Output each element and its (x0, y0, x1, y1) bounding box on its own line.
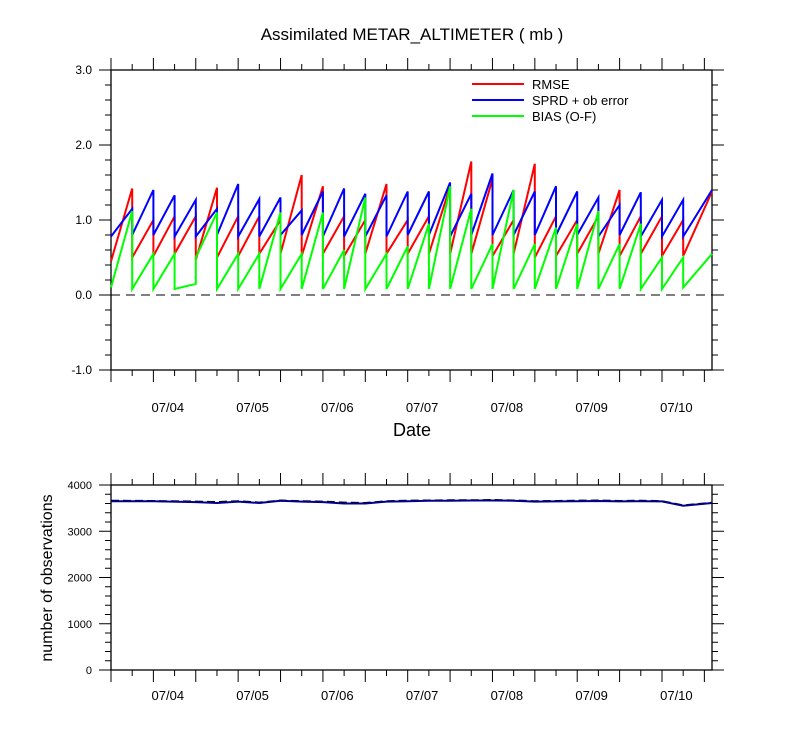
y-axis-label: number of observations (39, 494, 56, 661)
plot-frame (110, 484, 713, 671)
legend-label: SPRD + ob error (532, 93, 629, 108)
x-tick-label: 07/06 (321, 400, 354, 415)
y-tick-label: -1.0 (71, 363, 92, 377)
x-tick-label: 07/08 (491, 400, 524, 415)
x-tick-label: 07/05 (236, 400, 269, 415)
y-tick-label: 0.0 (75, 288, 92, 302)
series-line (111, 499, 713, 507)
x-tick-label: 07/09 (575, 688, 608, 703)
x-tick-label: 07/04 (152, 400, 185, 415)
x-tick-label: 07/09 (575, 400, 608, 415)
y-tick-label: 1000 (68, 619, 92, 631)
y-tick-label: 4000 (68, 480, 92, 492)
chart-title: Assimilated METAR_ALTIMETER ( mb ) (261, 25, 564, 44)
x-tick-label: 07/05 (236, 688, 269, 703)
x-tick-label: 07/08 (491, 688, 524, 703)
y-tick-label: 2.0 (75, 138, 92, 152)
y-tick-label: 2000 (68, 573, 92, 585)
x-tick-label: 07/06 (321, 688, 354, 703)
x-tick-label: 07/10 (660, 400, 693, 415)
legend-label: RMSE (532, 77, 570, 92)
bottom-chart-panel: 0 1000 2000 3000 4000 07/04 07/05 07/06 07/07 07/… (68, 473, 724, 703)
legend-label: BIAS (O-F) (532, 109, 596, 124)
series-line (110, 186, 713, 293)
plot-frame (110, 69, 713, 371)
y-tick-label: 1.0 (75, 213, 92, 227)
y-tick-label: 0 (86, 665, 92, 677)
x-tick-label: 07/07 (406, 400, 439, 415)
x-tick-label: 07/07 (406, 688, 439, 703)
y-tick-label: 3.0 (75, 63, 92, 77)
x-axis-label: Date (393, 420, 431, 440)
series-line (110, 173, 713, 241)
top-chart-panel: -1.0 0.0 1.0 2.0 3.0 07/04 07/05 07/06 07/07 07/0… (71, 58, 724, 415)
x-tick-label: 07/10 (660, 688, 693, 703)
y-tick-label: 3000 (68, 526, 92, 538)
x-tick-label: 07/04 (152, 688, 185, 703)
